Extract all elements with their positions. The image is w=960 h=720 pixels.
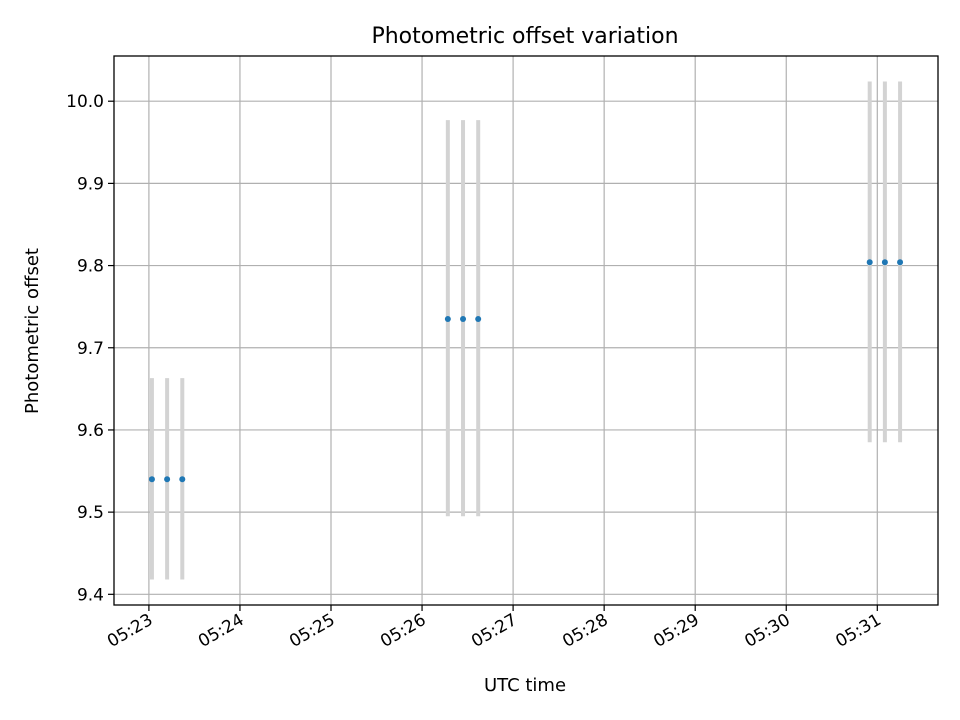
y-tick-label: 9.9 <box>77 174 104 194</box>
chart-title: Photometric offset variation <box>371 24 678 49</box>
data-point <box>444 315 451 322</box>
grid-layer <box>114 56 938 605</box>
x-axis-ticks: 05:23 05:24 05:25 05:26 05:27 05:28 05:29 05:30… <box>104 605 885 652</box>
y-tick-label: 9.4 <box>77 585 104 605</box>
x-tick-label: 05:28 <box>559 610 611 652</box>
y-axis-ticks: 9.4 9.5 9.6 9.7 9.8 9.9 10.0 <box>66 92 114 605</box>
data-point <box>881 259 888 266</box>
y-tick-label: 9.6 <box>77 421 104 441</box>
x-tick-label: 05:24 <box>195 610 247 652</box>
data-point <box>475 315 482 322</box>
y-tick-label: 9.7 <box>77 339 104 359</box>
x-tick-label: 05:25 <box>286 610 338 652</box>
errorbar-layer <box>149 81 903 580</box>
point-layer <box>148 259 904 483</box>
x-tick-label: 05:30 <box>741 610 793 652</box>
data-point <box>179 476 186 483</box>
plot-area-frame <box>113 55 939 606</box>
data-point <box>148 476 155 483</box>
y-tick-label: 9.8 <box>77 257 104 277</box>
y-axis-label: Photometric offset <box>22 248 43 414</box>
x-tick-label: 05:27 <box>468 610 520 652</box>
data-point <box>866 259 873 266</box>
x-axis-label: UTC time <box>484 675 566 696</box>
y-tick-label: 10.0 <box>66 92 104 112</box>
x-tick-label: 05:23 <box>104 610 156 652</box>
data-point <box>897 259 904 266</box>
x-tick-label: 05:31 <box>832 610 884 652</box>
x-tick-label: 05:29 <box>650 610 702 652</box>
y-tick-label: 9.5 <box>77 503 104 523</box>
data-point <box>164 476 171 483</box>
x-tick-label: 05:26 <box>377 610 429 652</box>
data-point <box>460 315 467 322</box>
